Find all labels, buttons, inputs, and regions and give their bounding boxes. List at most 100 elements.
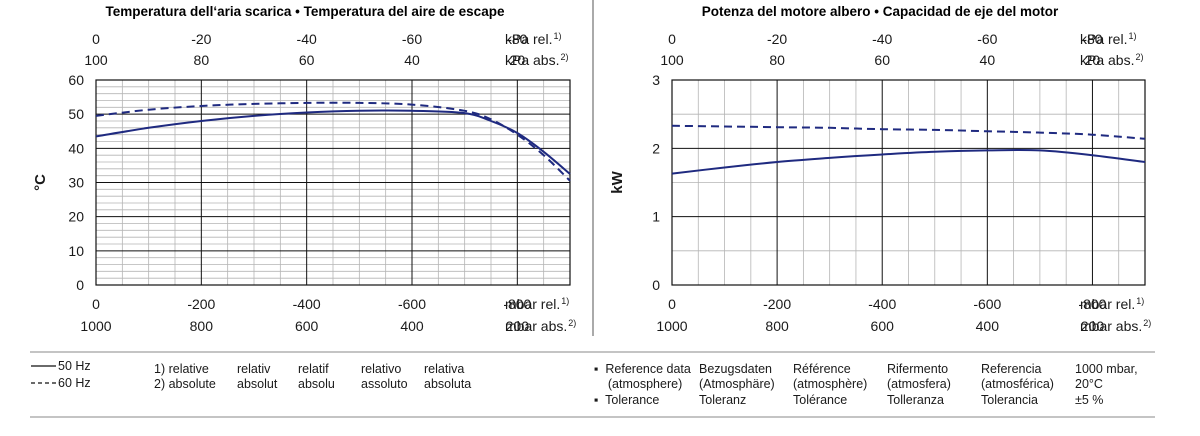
- x-tick-label-abs: 1000: [80, 318, 111, 334]
- legend-60hz: 60 Hz: [58, 376, 91, 390]
- x-unit-abs-footnote: 2): [1143, 318, 1151, 328]
- note-col5-row2: absoluta: [424, 377, 472, 391]
- x-tick-label-rel: 0: [668, 296, 676, 312]
- top-tick-label-abs: 20: [1085, 52, 1101, 68]
- top-tick-label-abs: 20: [510, 52, 526, 68]
- ref-col2-row2: (Atmosphäre): [699, 377, 775, 391]
- x-tick-label-rel: -600: [398, 296, 426, 312]
- ref-col3-row1: Référence: [793, 362, 851, 376]
- note-col4-row2: assoluto: [361, 377, 408, 391]
- ref-col5-row1: Referencia: [981, 362, 1042, 376]
- top-tick-label-abs: 80: [194, 52, 210, 68]
- top-tick-label-abs: 60: [299, 52, 315, 68]
- top-unit-rel-footnote: 1): [553, 31, 561, 41]
- chart-title: Potenza del motore albero • Capacidad de…: [702, 4, 1059, 19]
- ref-col3-row2: (atmosphère): [793, 377, 868, 391]
- x-tick-label-rel: -400: [293, 296, 321, 312]
- top-tick-label-abs: 80: [769, 52, 785, 68]
- legend-50hz: 50 Hz: [58, 359, 91, 373]
- series-50hz-line: [671, 148, 1146, 175]
- footer: 50 Hz 60 Hz 1) relative 2) absolute rela…: [0, 344, 1200, 424]
- top-tick-label-abs: 100: [84, 52, 108, 68]
- x-tick-label-rel: 0: [92, 296, 100, 312]
- y-tick-label: 50: [68, 106, 84, 122]
- top-unit-rel-footnote: 1): [1128, 31, 1136, 41]
- x-unit-abs: mbar abs.2): [1080, 318, 1151, 334]
- top-tick-label-abs: 40: [404, 52, 420, 68]
- ref-col1-row3: ▪ Tolerance: [594, 393, 660, 407]
- x-tick-label-rel: -800: [503, 296, 531, 312]
- y-axis-label: °C: [32, 174, 49, 191]
- x-tick-label-rel: -600: [973, 296, 1001, 312]
- ref-col2-row3: Toleranz: [699, 393, 747, 407]
- top-unit-abs: kPa abs.2): [505, 52, 569, 68]
- top-tick-label-rel: -40: [297, 31, 317, 47]
- top-tick-label-rel: -80: [507, 31, 527, 47]
- y-tick-label: 40: [68, 140, 84, 156]
- y-tick-label: 1: [652, 209, 660, 225]
- ref-col3-row3: Tolérance: [793, 393, 848, 407]
- x-unit-rel-footnote: 1): [561, 296, 569, 306]
- top-unit-abs-footnote: 2): [1135, 52, 1143, 62]
- top-unit-abs-footnote: 2): [560, 52, 568, 62]
- x-unit-rel: mbar rel.1): [505, 296, 569, 312]
- x-tick-label-abs: 200: [1081, 318, 1105, 334]
- top-tick-label-rel: -20: [191, 31, 211, 47]
- series-60hz-line: [95, 101, 571, 182]
- ref-col2-row1: Bezugsdaten: [699, 362, 772, 376]
- ref-col1-row2: (atmosphere): [594, 377, 683, 391]
- charts-canvas: Temperatura dell‘aria scarica • Temperat…: [32, 0, 1151, 336]
- y-tick-label: 0: [76, 277, 84, 293]
- y-tick-label: 10: [68, 243, 84, 259]
- x-tick-label-rel: -200: [763, 296, 791, 312]
- top-unit-rel: kPa rel.1): [505, 31, 561, 47]
- y-tick-label: 60: [68, 72, 84, 88]
- footer-rules: [30, 351, 1155, 418]
- chart-title: Temperatura dell‘aria scarica • Temperat…: [106, 4, 505, 19]
- x-tick-label-abs: 600: [871, 318, 895, 334]
- ref-col4-row2: (atmosfera): [887, 377, 951, 391]
- shaft-power-chart: Potenza del motore albero • Capacidad de…: [609, 4, 1151, 334]
- top-tick-label-rel: -60: [402, 31, 422, 47]
- ref-col4-row3: Tolleranza: [887, 393, 944, 407]
- ref-col5-row3: Tolerancia: [981, 393, 1038, 407]
- note-col5-row1: relativa: [424, 362, 465, 376]
- plot-frame: [95, 79, 571, 286]
- top-tick-label-rel: 0: [92, 31, 100, 47]
- top-tick-label-abs: 40: [980, 52, 996, 68]
- note-col2-row2: absolut: [237, 377, 278, 391]
- x-unit-abs-footnote: 2): [568, 318, 576, 328]
- ref-col6-row2: 20°C: [1075, 377, 1103, 391]
- x-tick-label-abs: 1000: [656, 318, 687, 334]
- ref-col5-row2: (atmosférica): [981, 377, 1054, 391]
- x-tick-label-rel: -400: [868, 296, 896, 312]
- top-tick-label-rel: -80: [1082, 31, 1102, 47]
- top-tick-label-abs: 60: [874, 52, 890, 68]
- note-col3-row1: relatif: [298, 362, 329, 376]
- x-tick-label-abs: 400: [400, 318, 424, 334]
- note-col3-row2: absolu: [298, 377, 335, 391]
- x-unit-abs: mbar abs.2): [505, 318, 576, 334]
- ref-col6-row1: 1000 mbar,: [1075, 362, 1138, 376]
- top-unit-rel: kPa rel.1): [1080, 31, 1136, 47]
- x-unit-rel: mbar rel.1): [1080, 296, 1144, 312]
- series-60hz-line: [671, 124, 1146, 140]
- plot-frame: [671, 79, 1146, 286]
- y-tick-label: 2: [652, 140, 660, 156]
- x-tick-label-abs: 800: [765, 318, 789, 334]
- ref-col4-row1: Rifermento: [887, 362, 949, 376]
- y-tick-label: 3: [652, 72, 660, 88]
- note-col4-row1: relativo: [361, 362, 402, 376]
- x-tick-label-rel: -800: [1078, 296, 1106, 312]
- top-tick-label-rel: -40: [872, 31, 892, 47]
- ref-col6-row3: ±5 %: [1075, 393, 1104, 407]
- note-col1-row1: 1) relative: [154, 362, 209, 376]
- y-tick-label: 0: [652, 277, 660, 293]
- note-col1-row2: 2) absolute: [154, 377, 216, 391]
- x-tick-label-abs: 800: [190, 318, 214, 334]
- ref-col1-row1: ▪ Reference data: [594, 362, 691, 376]
- top-tick-label-rel: 0: [668, 31, 676, 47]
- x-tick-label-abs: 200: [506, 318, 530, 334]
- top-tick-label-rel: -60: [977, 31, 997, 47]
- y-tick-label: 30: [68, 175, 84, 191]
